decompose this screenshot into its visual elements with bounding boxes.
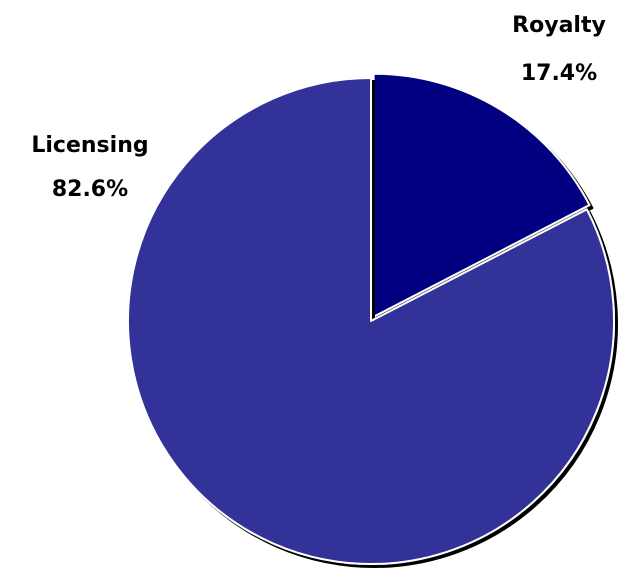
pie-slice-licensing xyxy=(127,77,615,565)
slice-label-licensing-name: Licensing xyxy=(31,133,148,158)
slice-label-royalty-value: 17.4% xyxy=(521,61,597,86)
pie-slices xyxy=(127,72,615,565)
slice-label-royalty-name: Royalty xyxy=(512,13,606,38)
slice-label-licensing-value: 82.6% xyxy=(52,177,128,202)
pie-slice-royalty xyxy=(372,72,591,318)
